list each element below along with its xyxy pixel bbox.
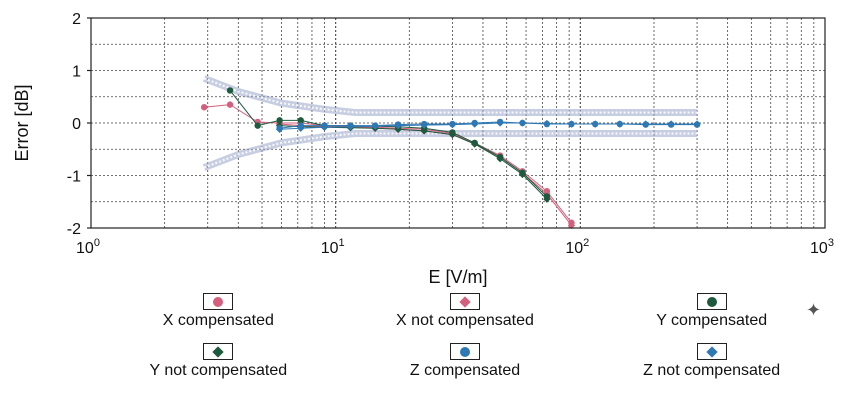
data-point [297,124,305,132]
data-point [276,117,283,124]
data-point [448,120,457,129]
data-point [518,119,527,127]
y-tick-label: 1 [72,64,81,81]
circle-marker-icon [213,296,224,307]
x-tick-label: 103 [810,237,834,257]
uncertainty-band-lower [202,130,698,171]
legend-label: X not compensated [396,312,534,329]
data-point [448,130,457,139]
x-tick-label: 101 [321,237,345,257]
legend-label: Z compensated [409,362,521,379]
data-point [420,121,428,129]
data-point [567,221,576,230]
data-point [275,125,284,133]
y-axis-label: Error [dB] [12,84,32,161]
data-point [693,120,701,128]
legend-swatch [203,343,234,360]
legend-label: Z not compensated [643,362,781,379]
circle-marker-icon [706,296,717,307]
y-tick-label: -2 [67,221,81,238]
legend-item: Z not compensated [588,343,835,391]
diamond-marker-icon [705,345,718,358]
legend-item: X compensated [95,293,342,341]
legend: X compensated X not compensated Y compensa… [95,293,835,391]
data-point [394,121,402,130]
legend-item: Y not compensated [95,343,342,391]
series-layer [200,87,701,230]
x-tick-label: 102 [565,237,589,257]
uncertainty-band-lower-hatch [203,132,698,169]
diamond-marker-icon [459,295,471,308]
data-point [642,120,650,128]
uncertainty-band [202,75,698,171]
data-point [543,119,551,128]
x-axis-label: E [V/m] [428,267,487,287]
data-point [320,123,329,131]
y-tick-label: -1 [67,169,81,186]
legend-label: X compensated [162,312,274,329]
legend-label: Y not compensated [149,362,288,379]
scan-artifact-icon: ✦ [806,300,822,320]
series-z-compensated [276,118,701,132]
legend-item: Y compensated [588,293,835,341]
uncertainty-band-upper-hatch [203,77,698,114]
series-line [229,90,548,197]
data-point [543,195,551,203]
grid-layer [91,18,825,228]
data-point [667,120,675,128]
legend-item: Z compensated [342,343,589,391]
uncertainty-band-upper [202,75,698,116]
series-line [279,122,698,130]
data-point [591,120,599,128]
data-point [616,120,624,128]
data-point [254,122,261,129]
data-point [420,127,428,135]
y-tick-label: 0 [72,116,81,133]
legend-swatch [203,293,234,310]
legend-item: X not compensated [342,293,589,341]
data-point [297,117,304,124]
legend-swatch [449,293,480,310]
data-point [226,87,234,94]
legend-swatch [696,293,727,310]
series-x-compensated [200,101,575,226]
data-point [226,101,234,108]
legend-swatch [449,343,480,360]
data-point [371,122,379,130]
diamond-marker-icon [212,345,224,358]
circle-marker-icon [459,346,470,357]
legend-swatch [696,343,727,360]
series-z-not-compensated [275,119,701,133]
data-point [200,104,208,111]
x-tick-label: 100 [76,237,100,257]
legend-label: Y compensated [656,312,768,329]
y-tick-label: 2 [72,11,81,28]
plot-frame [90,17,826,229]
